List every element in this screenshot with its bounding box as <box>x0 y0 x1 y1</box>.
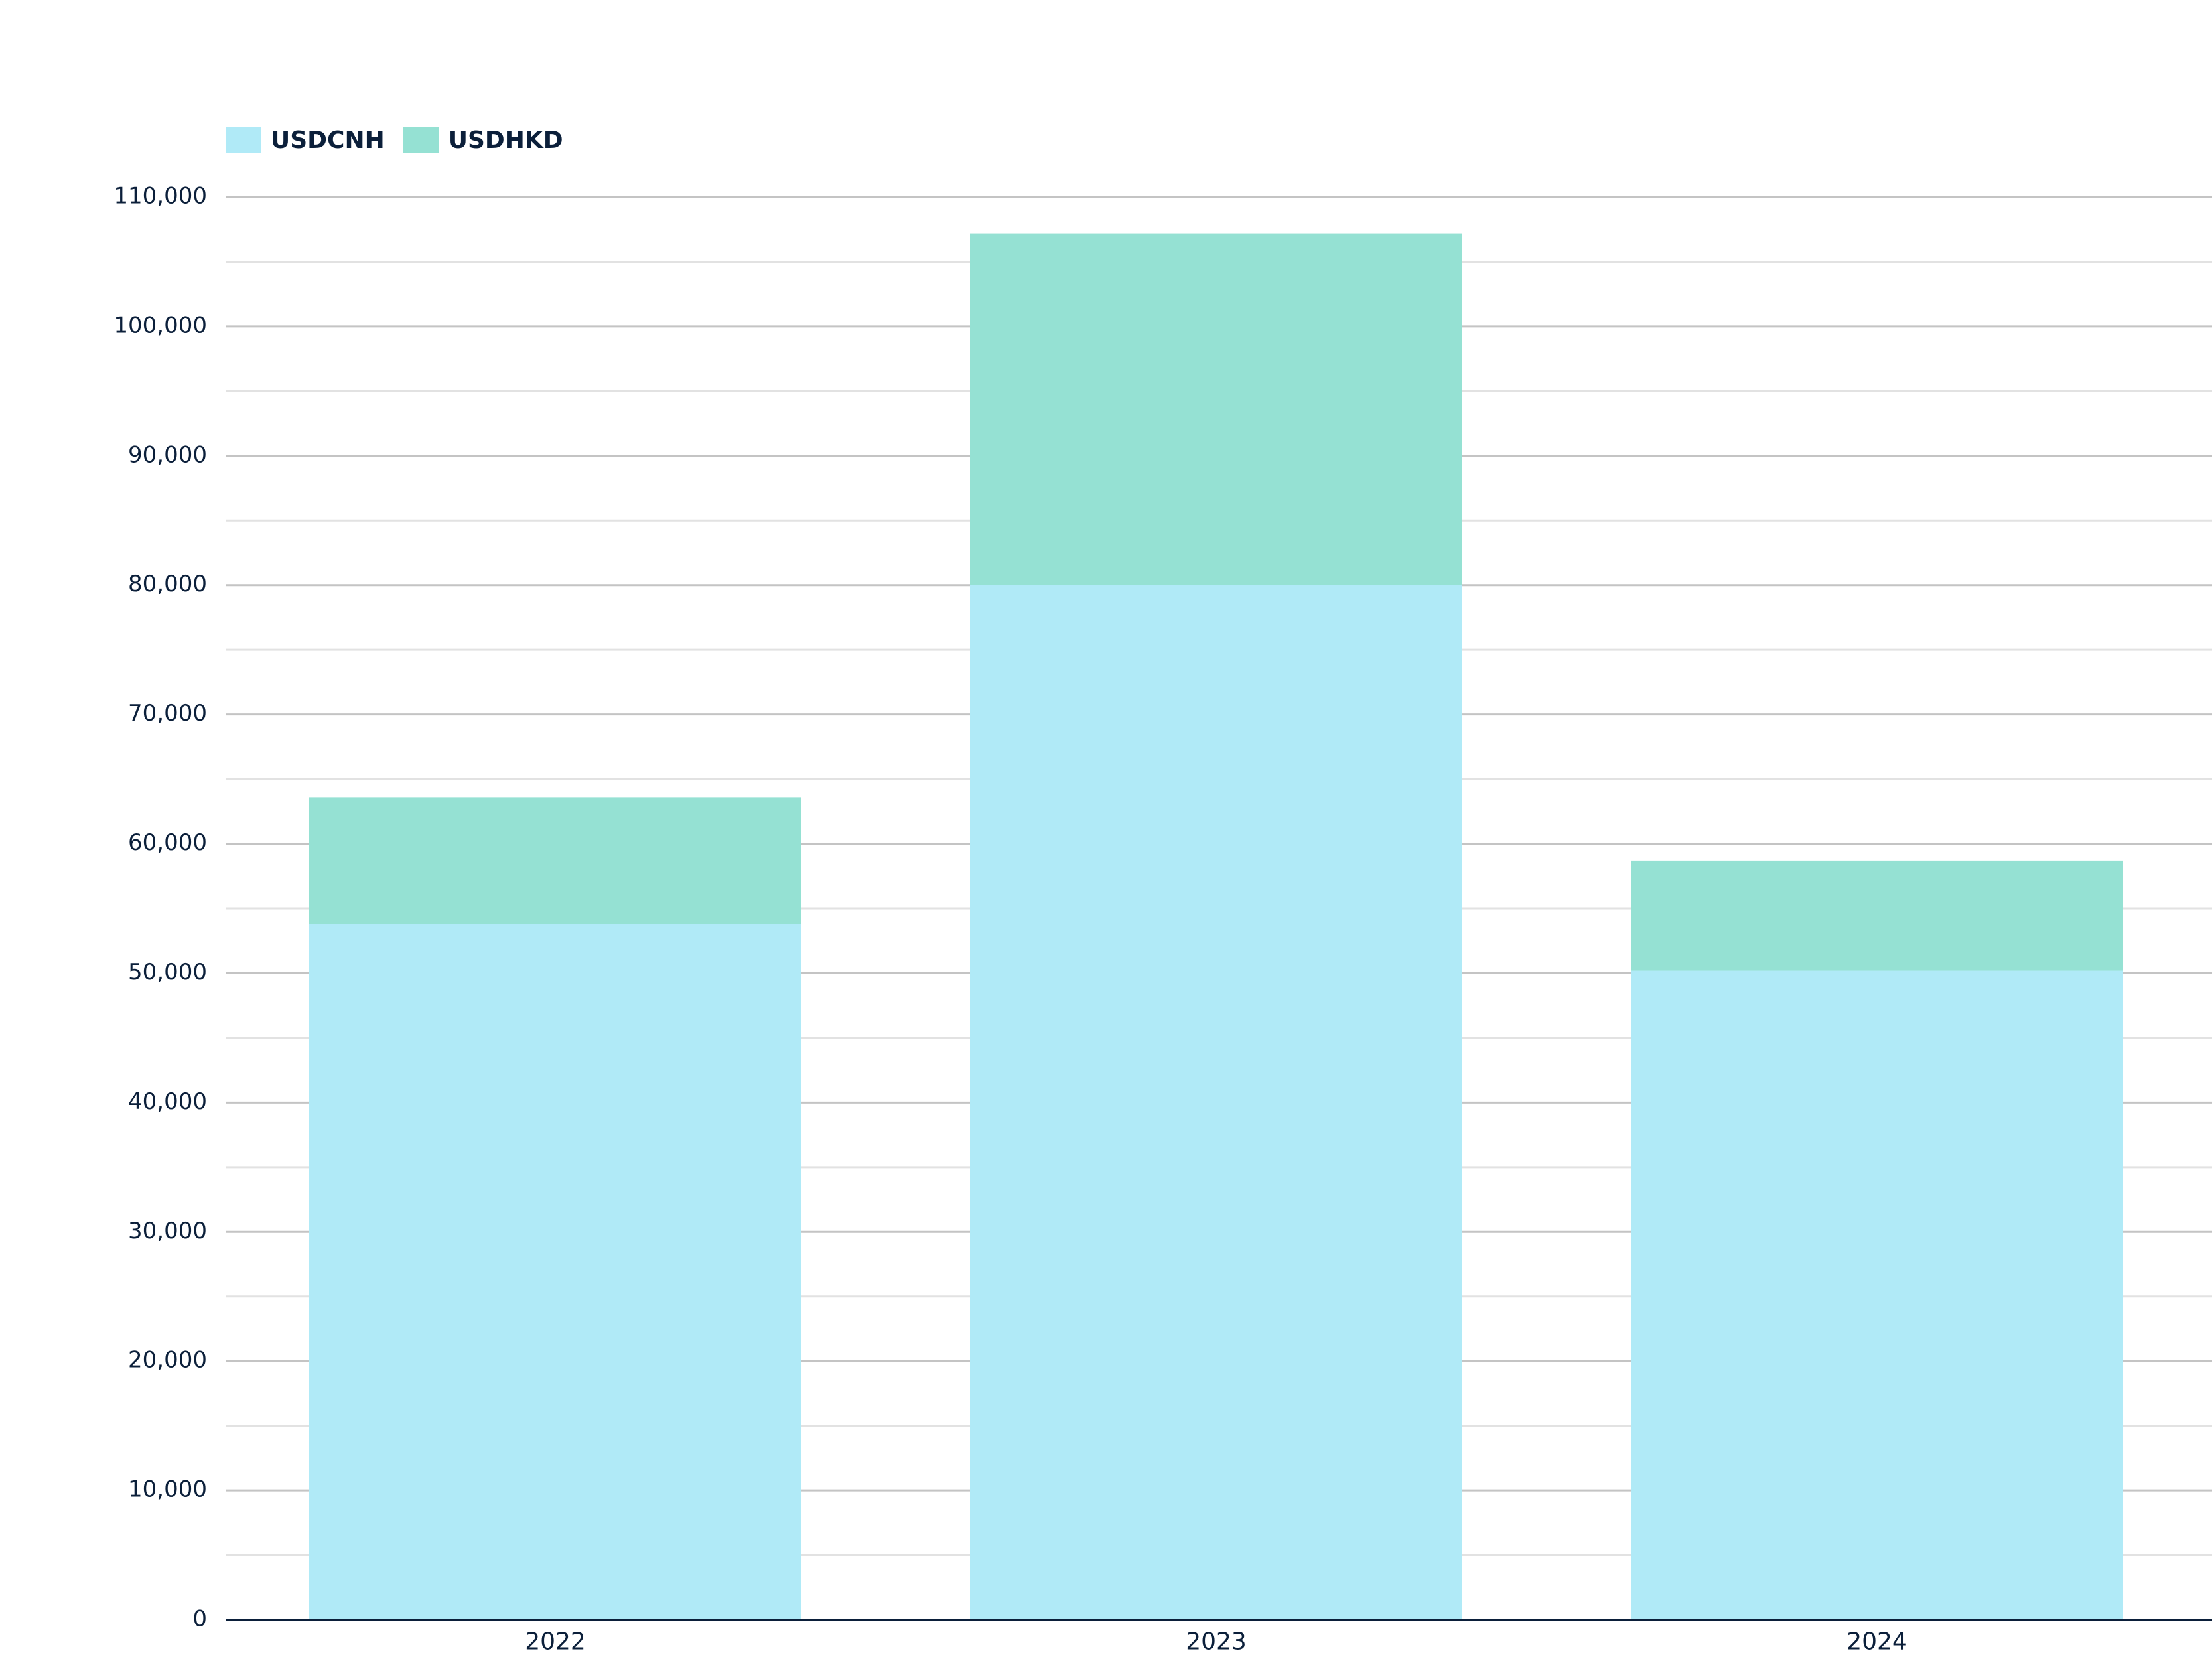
y-tick-label: 70,000 <box>128 700 207 727</box>
legend: USDCNH USDHKD <box>226 125 563 155</box>
legend-swatch-usdhkd <box>403 127 439 153</box>
legend-label-usdhkd: USDHKD <box>448 126 563 154</box>
legend-label-usdcnh: USDCNH <box>271 126 385 154</box>
bar-usdhkd-2023[interactable] <box>970 233 1462 585</box>
legend-item-usdhkd[interactable]: USDHKD <box>403 127 563 154</box>
y-tick-label: 10,000 <box>128 1477 207 1503</box>
y-tick-label: 40,000 <box>128 1088 207 1115</box>
y-tick-label: 110,000 <box>113 183 207 210</box>
x-tick-label: 2022 <box>525 1628 586 1656</box>
bar-usdcnh-2023[interactable] <box>970 585 1462 1620</box>
legend-swatch-usdcnh <box>226 127 261 153</box>
tick-labels: 0 10,000 20,000 30,000 40,000 50,000 60,000 70,… <box>113 183 1907 1656</box>
y-tick-label: 30,000 <box>128 1218 207 1244</box>
bar-usdhkd-2022[interactable] <box>309 797 801 924</box>
bar-usdcnh-2024[interactable] <box>1631 970 2123 1620</box>
legend-item-usdcnh[interactable]: USDCNH <box>226 127 385 154</box>
x-tick-label: 2024 <box>1846 1628 1907 1656</box>
y-tick-label: 60,000 <box>128 830 207 856</box>
x-tick-label: 2023 <box>1186 1628 1247 1656</box>
bars <box>309 233 2123 1620</box>
bar-usdhkd-2024[interactable] <box>1631 860 2123 971</box>
y-tick-label: 90,000 <box>128 441 207 468</box>
y-tick-label: 0 <box>192 1606 207 1632</box>
y-tick-label: 20,000 <box>128 1347 207 1374</box>
y-tick-label: 50,000 <box>128 959 207 985</box>
y-tick-label: 80,000 <box>128 571 207 597</box>
y-tick-label: 100,000 <box>113 312 207 338</box>
bar-usdcnh-2022[interactable] <box>309 924 801 1620</box>
